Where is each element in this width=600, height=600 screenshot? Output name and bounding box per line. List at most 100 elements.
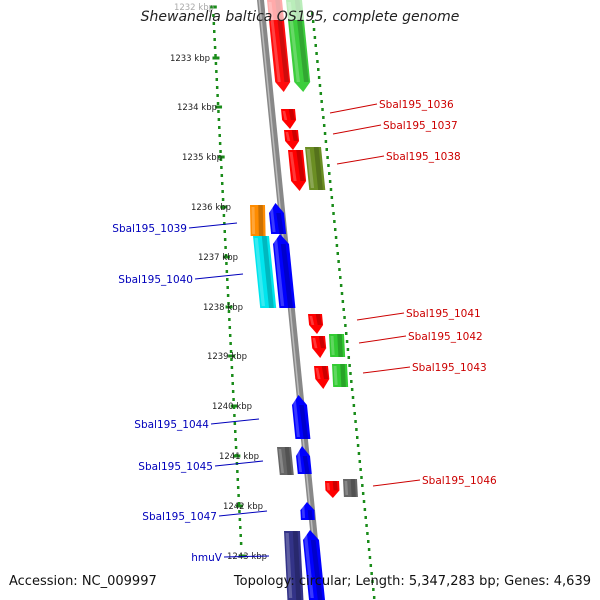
gene-feature-shade [292,531,302,600]
gene-label: Sbal195_1044 [134,419,209,431]
kbp-label: 1237 kbp [198,253,238,263]
track-border-dot [328,180,332,183]
gene-label-leader [214,460,264,467]
gene-label: Sbal195_1043 [412,362,487,374]
kbp-tick [209,5,217,9]
track-border-dot [236,478,240,481]
track-border-dot [342,308,345,311]
track-border-dot [338,268,341,271]
track-border-dot [226,278,229,281]
kbp-label: 1238 kbp [203,303,243,313]
gene-feature [281,109,297,129]
gene-label: Sbal195_1046 [422,475,497,487]
kbp-label: 1232 kbp [174,3,214,13]
kbp-tick [233,454,241,458]
gene-feature-shade [332,481,338,491]
track-border-dot [223,230,226,233]
track-border-dot [348,364,351,367]
gene-label-leader [356,312,405,321]
track-border-dot [233,414,236,417]
track-border-dot [335,244,339,247]
kbp-tick [228,354,236,358]
kbp-label: 1236 kbp [191,203,231,213]
gene-feature-gloss [282,111,288,120]
track-border-dot [224,246,227,249]
gene-feature-shade [296,150,305,181]
track-border-dot [333,220,336,223]
track-border-dot [341,300,345,303]
gene-label-leader [210,418,260,425]
track-border-dot [220,166,223,169]
track-border-dot [220,182,224,185]
track-border-dot [311,12,314,15]
track-border-dot [239,534,242,537]
track-border-dot [339,276,342,279]
gene-feature-shade [340,364,346,387]
kbp-label: 1240 kbp [212,402,252,412]
track-border-dot [236,486,240,489]
gene-feature [284,0,311,92]
gene-feature-shade [307,510,313,520]
track-border-dot [220,174,224,177]
gene-feature-gloss [303,532,314,598]
track-border-dot [344,324,347,327]
track-border-dot [218,126,221,129]
gene-feature-gloss [251,207,256,234]
gene-label: Sbal195_1042 [408,331,483,343]
gene-feature [277,447,294,475]
track-border-dot [236,470,239,473]
gene-label-leader [218,510,268,517]
gene-feature-shade [318,336,326,349]
track-border-dot [317,76,321,79]
gene-feature-gloss [296,448,302,472]
track-border-dot [331,204,334,207]
track-border-dot [333,228,337,231]
gene-feature [311,336,327,358]
gene-feature [314,366,330,389]
track-border-dot [356,444,360,447]
track-border-dot [315,52,318,55]
track-border-dot [238,510,241,513]
track-border-dot [233,422,237,425]
track-border-dot [328,172,331,175]
gene-feature-gloss [309,316,315,325]
track-border-dot [372,596,376,599]
track-border-dot [353,412,356,415]
gene-feature-shade [350,479,356,497]
gene-feature-fade [265,0,286,20]
gene-label: Sbal195_1041 [406,308,481,320]
gene-feature [296,446,312,474]
track-border-dot [226,294,230,297]
track-border-dot [229,350,233,353]
track-border-dot [238,518,242,521]
gene-feature [265,0,291,92]
track-border-dot [367,540,370,543]
track-border-dot [334,236,338,239]
gene-label-leader [329,103,378,114]
kbp-tick [222,255,230,259]
gene-feature-shade [288,109,295,120]
track-border-dot [352,404,356,407]
track-border-dot [351,396,355,399]
track-border-dot [228,318,231,321]
gene-label: Sbal195_1040 [118,274,193,286]
kbp-tick [235,504,243,508]
track-border-dot [223,222,226,225]
kbp-tick [230,404,238,408]
track-border-dot [322,124,326,127]
track-border-dot [225,270,229,273]
track-border-dot [228,326,232,329]
gene-label: Sbal195_1036 [379,99,454,111]
track-border-dot [345,340,349,343]
gene-feature-gloss [289,152,297,181]
gene-feature-gloss [273,236,285,306]
gene-feature [343,479,358,497]
track-border-dot [366,532,369,535]
kbp-tick [212,56,220,60]
track-border-dot [237,502,241,505]
gene-label: Sbal195_1038 [386,151,461,163]
track-border-dot [360,476,363,479]
gene-feature [308,314,324,334]
gene-feature [284,130,300,150]
